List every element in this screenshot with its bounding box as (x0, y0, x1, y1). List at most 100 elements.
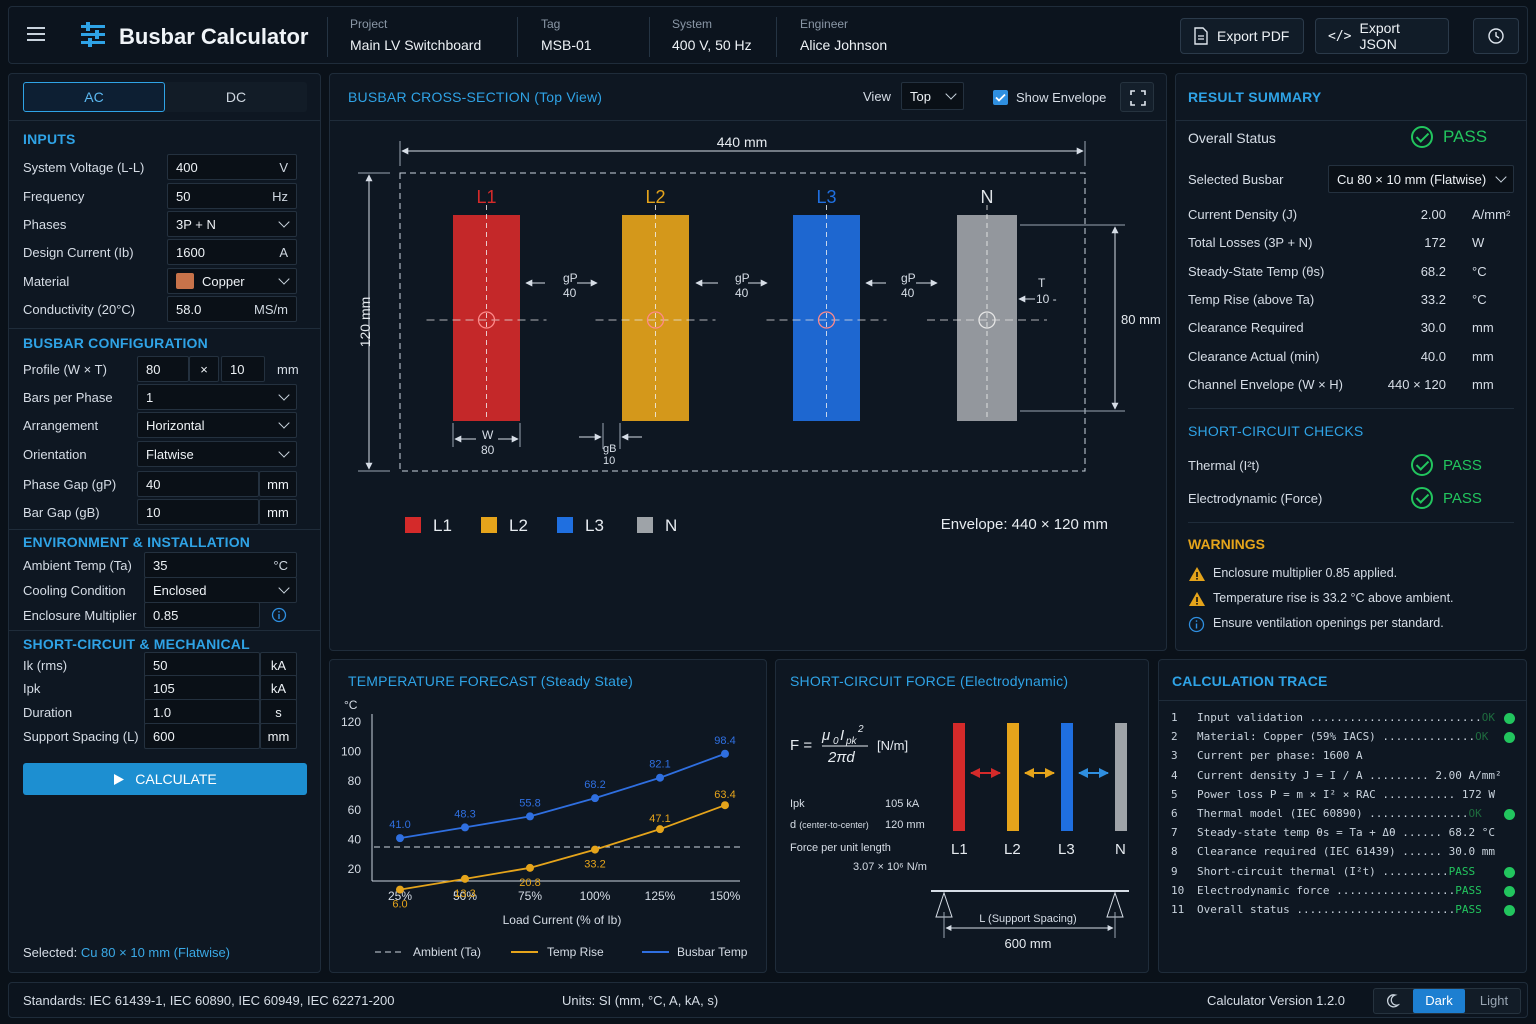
y-tick: 20 (348, 862, 362, 876)
svg-text:d (center-to-center): d (center-to-center) (790, 819, 869, 831)
legend-ambient: Ambient (Ta) (413, 945, 481, 959)
trace-line: 5 Power loss P = m × I² × RAC ...........… (1171, 787, 1496, 801)
result-value: 172 (1424, 235, 1446, 251)
theme-dark-button[interactable]: Dark (1413, 989, 1465, 1013)
tab-dc[interactable]: DC (225, 89, 247, 105)
play-icon (114, 773, 125, 785)
support-field[interactable]: 600 (144, 723, 260, 749)
check-circle-icon (1504, 809, 1515, 820)
status-footer: Standards: IEC 61439-1, IEC 60890, IEC 6… (8, 982, 1528, 1018)
export-pdf-button[interactable]: Export PDF (1180, 18, 1304, 54)
check-circle-icon (1504, 885, 1515, 897)
result-unit: °C (1472, 291, 1487, 307)
legend-swatch-n (637, 517, 653, 533)
enclosure-label: Enclosure Multiplier (23, 608, 137, 623)
gp-val-3: 40 (901, 286, 915, 300)
w-val: 80 (481, 443, 495, 457)
fullscreen-button[interactable] (1120, 82, 1154, 112)
phase-gap-label: Phase Gap (gP) (23, 477, 117, 492)
moon-icon[interactable] (1384, 993, 1400, 1009)
chevron-down-icon (278, 582, 290, 594)
result-value: 2.00 (1420, 207, 1446, 222)
calc-trace-title: CALCULATION TRACE (1172, 673, 1328, 689)
phase-gap-field[interactable]: 40 (137, 471, 259, 497)
export-json-button[interactable]: </> Export JSON (1315, 18, 1449, 54)
result-label: Clearance Actual (min) (1188, 348, 1320, 364)
menu-icon[interactable] (27, 27, 45, 41)
show-envelope-checkbox[interactable] (993, 90, 1008, 105)
trace-line: 1 Input validation ......................… (1171, 711, 1515, 724)
conductivity-field[interactable]: 58.0 MS/m (167, 296, 297, 322)
frequency-field[interactable]: 50 Hz (167, 183, 297, 209)
selected-busbar-note: Selected: Cu 80 × 10 mm (Flatwise) (23, 945, 231, 960)
bar-gap-field[interactable]: 10 (137, 499, 259, 525)
series-line-1 (399, 804, 726, 891)
profile-width-field[interactable]: 80 (137, 356, 189, 382)
temp-forecast-panel: TEMPERATURE FORECAST (Steady State) °C 20… (329, 659, 767, 973)
tab-ac[interactable]: AC (23, 82, 165, 112)
data-label: 41.0 (389, 819, 410, 831)
calculate-button[interactable]: CALCULATE (23, 763, 307, 795)
enclosure-field[interactable]: 0.85 (144, 602, 260, 628)
cooling-select[interactable]: Enclosed (144, 577, 297, 603)
data-label: 82.1 (649, 759, 670, 771)
ambient-field[interactable]: 35 °C (144, 552, 297, 578)
design-current-field[interactable]: 1600 A (167, 239, 297, 265)
gp-val-1: 40 (563, 286, 577, 300)
support-spacing-value: 600 mm (1005, 936, 1052, 951)
theme-light-button[interactable]: Light (1479, 993, 1509, 1008)
inputs-panel: AC DC INPUTS System Voltage (L-L) 400 V F… (8, 73, 321, 973)
orientation-select[interactable]: Flatwise (137, 441, 297, 467)
history-button[interactable] (1473, 18, 1519, 54)
top-bar: Busbar Calculator Project Main LV Switchb… (8, 6, 1528, 64)
svg-text:μ: μ (821, 727, 830, 744)
phases-select[interactable]: 3P + N (167, 211, 297, 237)
cooling-label: Cooling Condition (23, 583, 126, 598)
app-logo-icon (81, 22, 105, 47)
selected-busbar-select[interactable]: Cu 80 × 10 mm (Flatwise) (1328, 165, 1514, 193)
duration-field[interactable]: 1.0 (144, 699, 260, 725)
data-point (591, 845, 599, 854)
gp-label-3: gP (901, 271, 916, 285)
system-voltage-field[interactable]: 400 V (167, 154, 297, 180)
inputs-title: INPUTS (23, 131, 76, 147)
material-select[interactable]: Copper (167, 268, 297, 294)
gb-label: gB (603, 443, 616, 455)
profile-thickness-field[interactable]: 10 (221, 356, 265, 382)
support-spacing-label: L (Support Spacing) (979, 913, 1076, 925)
svg-text:0: 0 (833, 736, 839, 747)
result-label: Temp Rise (above Ta) (1188, 291, 1315, 307)
arrangement-select[interactable]: Horizontal (137, 412, 297, 438)
result-label: Steady-State Temp (θs) (1188, 263, 1325, 279)
check-circle-icon (1504, 905, 1515, 916)
svg-text:2πd: 2πd (827, 749, 855, 766)
chevron-down-icon (278, 446, 290, 458)
trace-line: 11 Overall status .......................… (1171, 903, 1515, 916)
support-unit: mm (260, 723, 297, 749)
phase-label-n: N (981, 187, 994, 207)
force-l2: L2 (1004, 841, 1021, 858)
code-icon: </> (1328, 28, 1352, 44)
y-tick: 100 (341, 744, 361, 758)
info-icon[interactable] (271, 607, 287, 623)
legend-label-l1: L1 (433, 516, 452, 535)
t-val: 10 - (1036, 292, 1057, 306)
bars-per-phase-select[interactable]: 1 (137, 384, 297, 410)
copper-swatch (176, 273, 194, 289)
overall-status-label: Overall Status (1188, 130, 1276, 146)
envelope-label: Envelope: 440 × 120 mm (941, 516, 1108, 533)
series-line-2 (399, 752, 726, 840)
units-text: Units: SI (mm, °C, A, kA, s) (562, 993, 719, 1008)
result-unit: mm (1472, 320, 1494, 336)
ipk-field[interactable]: 105 (144, 675, 260, 701)
version-text: Calculator Version 1.2.0 (1207, 993, 1346, 1008)
duration-label: Duration (23, 705, 73, 720)
legend-swatch-l3 (557, 517, 573, 533)
y-tick: 40 (348, 833, 362, 847)
gb-val: 10 (603, 455, 615, 467)
frequency-label: Frequency (23, 189, 85, 204)
view-select[interactable]: Top (901, 82, 964, 110)
bar-gap-unit: mm (259, 499, 297, 525)
overall-status: PASS (1411, 126, 1487, 148)
